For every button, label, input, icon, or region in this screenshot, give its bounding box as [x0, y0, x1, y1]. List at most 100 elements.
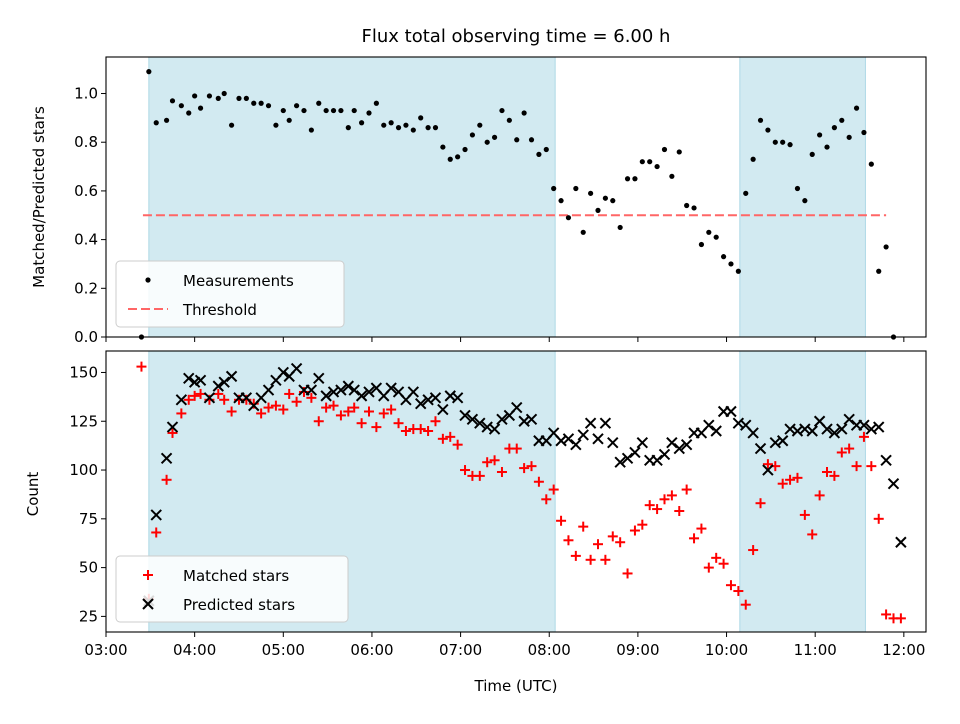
predicted-star-point — [160, 452, 173, 465]
predicted-star-point — [725, 405, 737, 418]
predicted-star-point — [451, 392, 464, 404]
measurement-point — [684, 202, 690, 209]
predicted-star-point — [348, 384, 360, 396]
predicted-star-point — [858, 419, 870, 431]
matched-star-point — [829, 470, 840, 481]
measurement-point — [617, 224, 623, 231]
matched-star-point — [496, 466, 507, 477]
matched-star-point — [533, 476, 544, 487]
measurement-point — [839, 117, 845, 123]
predicted-star-point — [225, 370, 238, 383]
measurement-point — [691, 205, 697, 211]
predicted-star-point — [607, 437, 619, 449]
matched-star-point — [718, 558, 729, 569]
matched-star-point — [284, 388, 295, 399]
measurement-point — [580, 229, 586, 235]
matched-star-point — [321, 402, 332, 413]
legend-label-predicted: Predicted stars — [183, 596, 295, 614]
legend-label-measurements: Measurements — [183, 272, 294, 290]
x-tick-label: 08:00 — [528, 641, 571, 659]
y-axis-label-top: Matched/Predicted stars — [30, 106, 48, 288]
measurement-point — [743, 190, 749, 196]
axes-frame — [105, 350, 927, 633]
x-tick-label: 07:00 — [439, 641, 482, 659]
matched-star-point — [151, 527, 162, 538]
y-tick-label: 75 — [79, 510, 98, 528]
measurement-point — [215, 95, 221, 101]
matched-star-point — [189, 390, 200, 401]
legend-top: Measurements Threshold — [115, 260, 345, 328]
measurement-point — [573, 185, 579, 192]
x-tick-label: 06:00 — [350, 641, 393, 659]
measurement-point — [286, 117, 292, 123]
measurement-point — [469, 132, 476, 138]
matched-star-point — [256, 408, 267, 419]
y-tick-label: 0.0 — [74, 328, 98, 346]
matched-star-point — [593, 539, 603, 550]
matched-star-point — [378, 408, 389, 419]
measurement-point — [338, 107, 344, 114]
matched-star-point — [548, 484, 559, 495]
measurement-point — [455, 154, 461, 160]
measurement-point — [293, 103, 300, 109]
matched-star-point — [644, 500, 655, 511]
matched-star-point — [822, 466, 833, 477]
matched-star-point — [195, 388, 206, 399]
x-tick-label: 12:00 — [882, 641, 925, 659]
predicted-star-point — [290, 362, 303, 375]
axes-frame — [105, 56, 927, 338]
predicted-star-point — [407, 386, 420, 398]
matched-star-point — [807, 529, 818, 540]
matched-star-point — [278, 404, 289, 415]
legend-box — [115, 260, 345, 328]
x-tick-label: 03:00 — [84, 641, 127, 659]
predicted-star-point — [320, 390, 332, 402]
matched-star-point — [219, 394, 230, 405]
measurement-point — [647, 159, 653, 165]
predicted-star-point — [525, 413, 538, 426]
shaded-interval — [739, 56, 866, 338]
matched-star-point — [460, 465, 471, 476]
matched-star-point — [696, 523, 707, 534]
measurement-point — [543, 146, 549, 153]
y-tick-label: 1.0 — [74, 85, 98, 103]
matched-star-point — [343, 406, 354, 417]
predicted-star-point — [466, 413, 479, 426]
predicted-star-point — [776, 435, 789, 447]
measurement-point — [565, 215, 572, 221]
matched-star-point — [437, 433, 448, 444]
measurement-point — [381, 122, 387, 128]
predicted-star-point — [666, 437, 678, 449]
matched-star-point — [652, 504, 663, 515]
measurement-point — [765, 127, 771, 133]
y-tick-label: 25 — [79, 607, 98, 625]
predicted-star-point — [614, 456, 626, 468]
measurement-point — [824, 144, 830, 150]
matched-star-point — [659, 494, 670, 505]
measurement-point — [323, 107, 329, 114]
predicted-star-point — [887, 477, 900, 490]
predicted-star-point — [277, 366, 290, 379]
measurement-point — [595, 207, 601, 213]
panel-top: 0.0 0.2 0.4 0.6 0.8 1.0 Measurements Threshold — [74, 56, 927, 346]
predicted-star-point — [355, 390, 368, 402]
measurement-point — [153, 120, 159, 126]
x-axis-label: Time (UTC) — [474, 677, 558, 695]
matched-star-point — [270, 400, 281, 411]
predicted-star-point — [175, 394, 188, 406]
measurement-point — [499, 107, 505, 114]
measurement-point — [447, 156, 453, 162]
measurement-point — [316, 100, 322, 106]
matched-star-point — [711, 552, 722, 563]
matched-star-point — [570, 550, 581, 561]
predicted-star-point — [673, 442, 685, 455]
y-tick-label: 50 — [79, 559, 98, 577]
y-tick-label: 0.6 — [74, 182, 98, 200]
x-tick-label: 09:00 — [616, 641, 659, 659]
x-tick-label: 04:00 — [173, 641, 216, 659]
matched-star-point — [785, 474, 796, 485]
matched-star-point — [371, 422, 382, 433]
predicted-star-point — [385, 382, 397, 394]
matched-star-point — [263, 402, 274, 413]
